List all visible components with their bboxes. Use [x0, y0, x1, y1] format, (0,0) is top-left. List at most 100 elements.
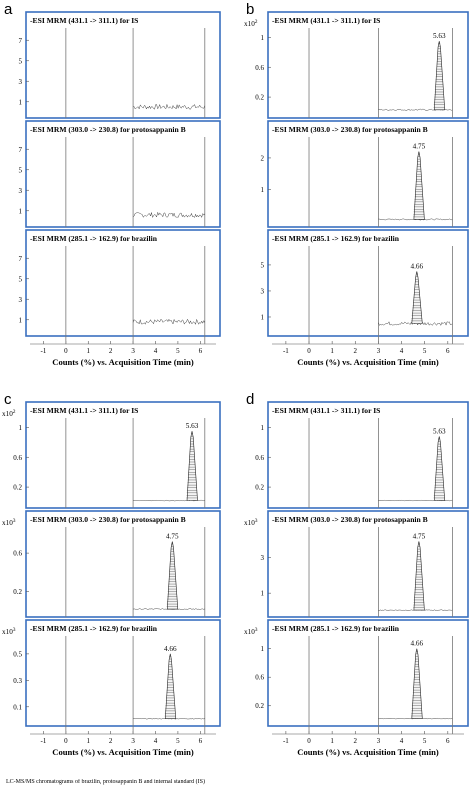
y-tick-label: 0.6 [255, 454, 264, 462]
panel-label-a: a [4, 1, 13, 18]
y-tick-label: 1 [261, 424, 265, 432]
panel-b: b -ESI MRM (431.1 -> 311.1) for IS x102 0.2… [244, 1, 469, 367]
y-tick-label: 1 [19, 98, 23, 106]
y-tick-label: 1 [261, 34, 265, 42]
peak-shape [433, 41, 446, 111]
peak-label: 5.63 [433, 427, 446, 435]
trace-title: -ESI MRM (285.1 -> 162.9) for brazilin [30, 234, 158, 243]
y-tick-label: 5 [261, 261, 265, 269]
x-tick-label: 2 [109, 347, 113, 355]
trace-a-3: -ESI MRM (285.1 -> 162.9) for brazilin 1 3… [19, 229, 221, 337]
y-tick-label: 0.2 [13, 588, 22, 596]
x-tick-label: 0 [307, 737, 311, 745]
x-tick-label: 6 [199, 347, 203, 355]
peak-label: 4.75 [413, 532, 426, 540]
y-tick-label: 0.1 [13, 703, 22, 711]
y-tick-label: 7 [19, 146, 23, 154]
trace-b-3: -ESI MRM (285.1 -> 162.9) for brazilin 1 3… [261, 229, 469, 337]
scale-multiplier: x102 [2, 409, 16, 418]
x-tick-label: 2 [354, 737, 358, 745]
trace-frame [25, 510, 221, 618]
trace-c-2: -ESI MRM (303.0 -> 230.8) for protosappa… [2, 510, 221, 618]
trace-d-2: -ESI MRM (303.0 -> 230.8) for protosappa… [244, 510, 469, 618]
y-tick-label: 0.6 [255, 64, 264, 72]
x-tick-label: 5 [423, 737, 427, 745]
panel-label-c: c [4, 391, 12, 408]
y-tick-label: 0.6 [13, 454, 22, 462]
peak-label: 4.66 [411, 640, 424, 648]
trace-title: -ESI MRM (285.1 -> 162.9) for brazilin [272, 624, 400, 633]
x-tick-label: 3 [131, 347, 135, 355]
trace-c-1: -ESI MRM (431.1 -> 311.1) for IS x102 0.2 0… [2, 401, 221, 509]
y-tick-label: 0.6 [255, 674, 264, 682]
x-tick-label: 4 [154, 737, 158, 745]
scale-multiplier: x103 [244, 627, 258, 636]
x-tick-label: 4 [400, 737, 404, 745]
trace-frame [267, 120, 469, 228]
x-tick-label: 1 [87, 347, 91, 355]
x-tick-label: 1 [330, 347, 334, 355]
x-tick-label: 6 [199, 737, 203, 745]
peak-shape [164, 653, 177, 719]
trace-title: -ESI MRM (303.0 -> 230.8) for protosappa… [272, 515, 428, 524]
x-tick-label: 5 [176, 347, 180, 355]
y-tick-label: 3 [19, 187, 23, 195]
baseline-trace [133, 717, 205, 720]
x-tick-label: 1 [330, 737, 334, 745]
y-tick-label: 2 [261, 154, 265, 162]
x-tick-label: 6 [446, 347, 450, 355]
baseline-trace [132, 318, 206, 325]
x-axis-label: Counts (%) vs. Acquisition Time (min) [297, 357, 439, 367]
trace-title: -ESI MRM (303.0 -> 230.8) for protosappa… [30, 515, 186, 524]
trace-d-1: -ESI MRM (431.1 -> 311.1) for IS 0.2 0.6 1 5… [255, 401, 469, 509]
trace-b-2: -ESI MRM (303.0 -> 230.8) for protosappa… [261, 120, 469, 228]
peak-label: 5.63 [186, 422, 199, 430]
baseline-trace [132, 211, 206, 219]
peak-label: 4.75 [166, 533, 179, 541]
x-tick-label: 1 [87, 737, 91, 745]
panel-d: d -ESI MRM (431.1 -> 311.1) for IS 0.2 0.6 1… [244, 391, 469, 757]
trace-title: -ESI MRM (431.1 -> 311.1) for IS [30, 16, 138, 25]
y-tick-label: 3 [261, 554, 265, 562]
y-tick-label: 1 [19, 316, 23, 324]
trace-title: -ESI MRM (285.1 -> 162.9) for brazilin [30, 624, 158, 633]
peak-shape [411, 648, 423, 719]
trace-title: -ESI MRM (303.0 -> 230.8) for protosappa… [272, 125, 428, 134]
x-tick-label: 4 [154, 347, 158, 355]
peak-shape [413, 541, 425, 611]
x-tick-label: 0 [64, 347, 68, 355]
trace-frame [267, 619, 469, 727]
peak-shape [413, 151, 425, 220]
y-tick-label: 1 [19, 207, 23, 215]
y-tick-label: 1 [19, 424, 23, 432]
x-tick-label: 3 [377, 347, 381, 355]
peak-label: 5.63 [433, 32, 446, 40]
panel-a: a -ESI MRM (431.1 -> 311.1) for IS 1 3 5 7 -ES… [4, 1, 221, 367]
y-tick-label: 0.2 [13, 484, 22, 492]
trace-frame [25, 229, 221, 337]
x-tick-label: 5 [423, 347, 427, 355]
trace-title: -ESI MRM (285.1 -> 162.9) for brazilin [272, 234, 400, 243]
trace-title: -ESI MRM (303.0 -> 230.8) for protosappa… [30, 125, 186, 134]
y-tick-label: 5 [19, 166, 23, 174]
y-tick-label: 0.2 [255, 94, 264, 102]
trace-title: -ESI MRM (431.1 -> 311.1) for IS [30, 406, 138, 415]
trace-a-1: -ESI MRM (431.1 -> 311.1) for IS 1 3 5 7 [19, 11, 221, 119]
y-tick-label: 1 [261, 313, 265, 321]
trace-frame [267, 229, 469, 337]
x-axis-label: Counts (%) vs. Acquisition Time (min) [52, 357, 194, 367]
x-tick-label: 2 [354, 347, 358, 355]
x-axis-label: Counts (%) vs. Acquisition Time (min) [297, 747, 439, 757]
y-tick-label: 0.2 [255, 702, 264, 710]
peak-shape [186, 431, 198, 501]
y-tick-label: 0.2 [255, 484, 264, 492]
y-tick-label: 5 [19, 57, 23, 65]
peak-label: 4.75 [413, 143, 426, 151]
x-tick-label: -1 [41, 737, 47, 745]
peak-shape [433, 436, 446, 501]
x-tick-label: 4 [400, 347, 404, 355]
peak-label: 4.66 [164, 645, 177, 653]
panel-label-b: b [246, 1, 254, 18]
x-tick-label: -1 [283, 347, 289, 355]
